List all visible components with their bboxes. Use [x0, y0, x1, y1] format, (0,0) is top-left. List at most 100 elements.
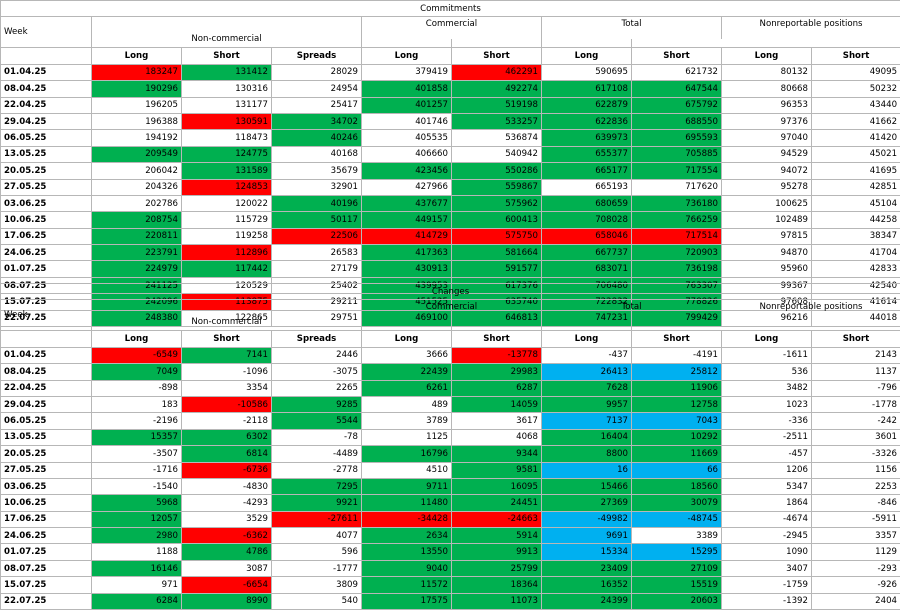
value-cell: 430913: [362, 261, 452, 277]
value-cell: 658046: [542, 228, 632, 244]
value-cell: 15334: [542, 544, 632, 560]
value-cell: 766259: [632, 212, 722, 228]
value-cell: 695593: [632, 130, 722, 146]
value-cell: 6302: [182, 429, 272, 445]
value-cell: 16146: [92, 560, 182, 576]
value-cell: 220811: [92, 228, 182, 244]
value-cell: -926: [812, 577, 900, 593]
value-cell: 38347: [812, 228, 900, 244]
value-cell: 50117: [272, 212, 362, 228]
value-cell: 1188: [92, 544, 182, 560]
value-cell: 4510: [362, 462, 452, 478]
value-cell: 600413: [452, 212, 542, 228]
value-cell: 414729: [362, 228, 452, 244]
value-cell: 2253: [812, 478, 900, 494]
value-cell: 401746: [362, 113, 452, 129]
week-subheader-blank: [1, 331, 92, 347]
value-cell: 95278: [722, 179, 812, 195]
value-cell: 130591: [182, 113, 272, 129]
value-cell: 591577: [452, 261, 542, 277]
value-cell: 9344: [452, 446, 542, 462]
value-cell: 3389: [632, 528, 722, 544]
value-cell: 8800: [542, 446, 632, 462]
value-cell: 13550: [362, 544, 452, 560]
week-cell: 20.05.25: [1, 163, 92, 179]
value-cell: 11480: [362, 495, 452, 511]
value-cell: 18364: [452, 577, 542, 593]
value-cell: 97815: [722, 228, 812, 244]
total-header: Total: [542, 17, 722, 39]
value-cell: 736198: [632, 261, 722, 277]
column-short-header: Short: [812, 331, 900, 347]
value-cell: 417363: [362, 245, 452, 261]
value-cell: 80668: [722, 81, 812, 97]
week-cell: 08.04.25: [1, 364, 92, 380]
value-cell: 3789: [362, 413, 452, 429]
changes-title: Changes: [1, 284, 900, 300]
value-cell: 22506: [272, 228, 362, 244]
value-cell: 683071: [542, 261, 632, 277]
value-cell: 2265: [272, 380, 362, 396]
week-cell: 01.07.25: [1, 261, 92, 277]
value-cell: 11572: [362, 577, 452, 593]
value-cell: 41695: [812, 163, 900, 179]
value-cell: -437: [542, 347, 632, 363]
value-cell: 680659: [542, 195, 632, 211]
value-cell: -6736: [182, 462, 272, 478]
value-cell: 4077: [272, 528, 362, 544]
value-cell: -1778: [812, 396, 900, 412]
value-cell: 23409: [542, 560, 632, 576]
week-header: Week: [1, 17, 92, 48]
value-cell: 2980: [92, 528, 182, 544]
value-cell: 3601: [812, 429, 900, 445]
column-long-header: Long: [542, 48, 632, 64]
value-cell: 4068: [452, 429, 542, 445]
week-cell: 22.07.25: [1, 593, 92, 609]
value-cell: 717620: [632, 179, 722, 195]
value-cell: 94870: [722, 245, 812, 261]
value-cell: 30079: [632, 495, 722, 511]
week-cell: 06.05.25: [1, 413, 92, 429]
column-short-header: Short: [632, 331, 722, 347]
value-cell: 49095: [812, 64, 900, 80]
value-cell: -3075: [272, 364, 362, 380]
value-cell: 1156: [812, 462, 900, 478]
column-short-header: Short: [182, 331, 272, 347]
value-cell: 32901: [272, 179, 362, 195]
value-cell: 35679: [272, 163, 362, 179]
value-cell: 25799: [452, 560, 542, 576]
value-cell: 6261: [362, 380, 452, 396]
value-cell: 1129: [812, 544, 900, 560]
week-cell: 13.05.25: [1, 429, 92, 445]
value-cell: -2118: [182, 413, 272, 429]
value-cell: 647544: [632, 81, 722, 97]
week-header: Week: [1, 300, 92, 331]
value-cell: 41704: [812, 245, 900, 261]
value-cell: 688550: [632, 113, 722, 129]
week-cell: 01.04.25: [1, 64, 92, 80]
value-cell: 575962: [452, 195, 542, 211]
value-cell: 100625: [722, 195, 812, 211]
value-cell: 95960: [722, 261, 812, 277]
value-cell: -1611: [722, 347, 812, 363]
value-cell: -2511: [722, 429, 812, 445]
value-cell: 18560: [632, 478, 722, 494]
value-cell: -10586: [182, 396, 272, 412]
value-cell: 3482: [722, 380, 812, 396]
value-cell: 665193: [542, 179, 632, 195]
week-cell: 03.06.25: [1, 195, 92, 211]
value-cell: 581664: [452, 245, 542, 261]
